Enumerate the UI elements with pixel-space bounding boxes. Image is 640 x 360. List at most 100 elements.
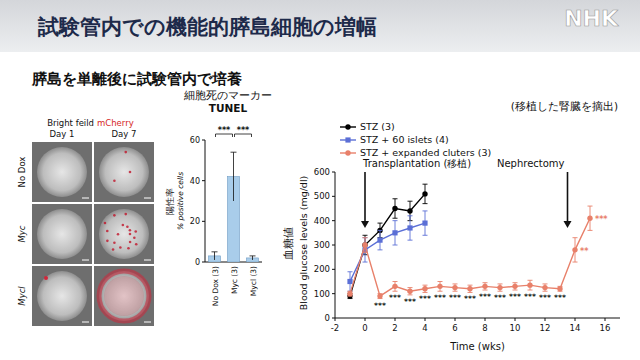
y-tick <box>332 245 335 246</box>
significance-label: *** <box>479 292 491 301</box>
error-bar <box>231 152 237 201</box>
significance-label: *** <box>449 293 461 302</box>
error-bar <box>468 285 473 292</box>
red-cell <box>106 230 109 233</box>
point <box>527 282 532 287</box>
scale-bar <box>144 198 151 199</box>
y-tick <box>332 293 335 294</box>
x-tick <box>335 318 336 321</box>
x-tick-label: Myc (3) <box>230 266 239 294</box>
red-cell <box>129 229 132 232</box>
bar-marks <box>209 152 259 262</box>
x-tick <box>545 318 546 321</box>
y-label: 血糖値 <box>282 227 295 260</box>
error-bar <box>543 284 548 291</box>
y-tick <box>202 180 205 181</box>
annotation-text: (移植した腎臓を摘出) <box>511 100 618 112</box>
x-tick-label: 10 <box>510 323 521 333</box>
red-cell <box>135 243 138 246</box>
column-label: Day 7 <box>112 129 137 139</box>
significance-label: *** <box>389 293 401 302</box>
point <box>362 242 367 247</box>
error-bar <box>423 285 428 292</box>
y-tick-label: 0 <box>325 313 330 323</box>
islet <box>99 147 149 197</box>
x-tick-label: 12 <box>540 323 551 333</box>
column-label: Day 1 <box>50 129 75 139</box>
islet <box>37 147 87 197</box>
y-tick <box>332 269 335 270</box>
point <box>482 284 487 289</box>
significance-label: ** <box>580 247 589 256</box>
red-cell <box>133 236 136 239</box>
point <box>407 225 412 230</box>
significance-label: *** <box>464 294 476 303</box>
micrograph-bg <box>32 142 92 202</box>
line-marks <box>347 184 592 299</box>
significance-label: *** <box>419 294 431 303</box>
y-tick-label: 400 <box>314 216 330 226</box>
row-label: Myc <box>17 225 27 242</box>
red-cell <box>134 230 137 233</box>
scale-bar <box>82 260 89 261</box>
point <box>407 208 412 213</box>
slide: 試験管内での機能的膵島細胞の増幅NHK膵島を単離後に試験管内で培養Bright … <box>0 0 640 360</box>
micrograph-bg <box>94 142 154 202</box>
point <box>347 279 352 284</box>
significance-label: *** <box>595 215 608 224</box>
point <box>542 285 547 290</box>
error-bar <box>513 283 518 290</box>
red-cell <box>106 240 109 243</box>
scale-bar <box>82 198 89 199</box>
annotation-arrow <box>567 172 569 222</box>
error-bar <box>453 284 458 291</box>
annotation-arrow <box>364 172 366 222</box>
y-tick-label: 0 <box>195 258 200 267</box>
title-band <box>0 0 640 52</box>
red-cell <box>126 225 129 228</box>
x-tick-label: -2 <box>331 323 339 333</box>
chart-title: 細胞死のマーカー <box>183 89 272 101</box>
significance-label: *** <box>374 301 386 310</box>
red-cell <box>113 179 116 182</box>
error-bar <box>348 291 353 296</box>
red-cell <box>129 241 132 244</box>
error-bar <box>378 230 383 249</box>
red-cell <box>104 222 107 225</box>
red-cell <box>44 276 48 280</box>
x-tick <box>515 318 516 321</box>
point <box>422 221 427 226</box>
x-axis <box>335 318 620 319</box>
body-background <box>0 52 640 360</box>
error-bar <box>393 221 398 245</box>
point <box>437 284 442 289</box>
significance-label: *** <box>539 293 551 302</box>
legend-label: STZ + 60 islets (4) <box>360 134 449 145</box>
micrograph-bg <box>32 266 92 326</box>
islet <box>99 271 149 321</box>
micrograph <box>94 266 154 326</box>
arrow-head <box>361 221 369 228</box>
point <box>512 284 517 289</box>
micrograph <box>32 266 92 326</box>
error-bar <box>408 288 413 295</box>
red-ring <box>99 271 149 321</box>
x-tick <box>485 318 486 321</box>
channel-label: Bright feild <box>47 118 94 128</box>
arrow-head <box>564 221 572 228</box>
micrograph <box>32 142 92 202</box>
point <box>392 284 397 289</box>
x-label: Time (wks) <box>449 341 505 352</box>
point <box>407 289 412 294</box>
x-tick <box>605 318 606 321</box>
annotation-text: Nephrectomy <box>497 158 565 169</box>
annotation-text: Transplantation (移植) <box>362 158 471 169</box>
y-label: % positive cells <box>176 172 185 230</box>
islet <box>99 209 149 259</box>
point <box>362 242 367 247</box>
y-tick <box>202 221 205 222</box>
red-cell <box>122 224 125 227</box>
x-tick-label: No Dox (3) <box>211 266 220 306</box>
x-tick-label: 6 <box>452 323 457 333</box>
error-bar <box>423 211 428 235</box>
